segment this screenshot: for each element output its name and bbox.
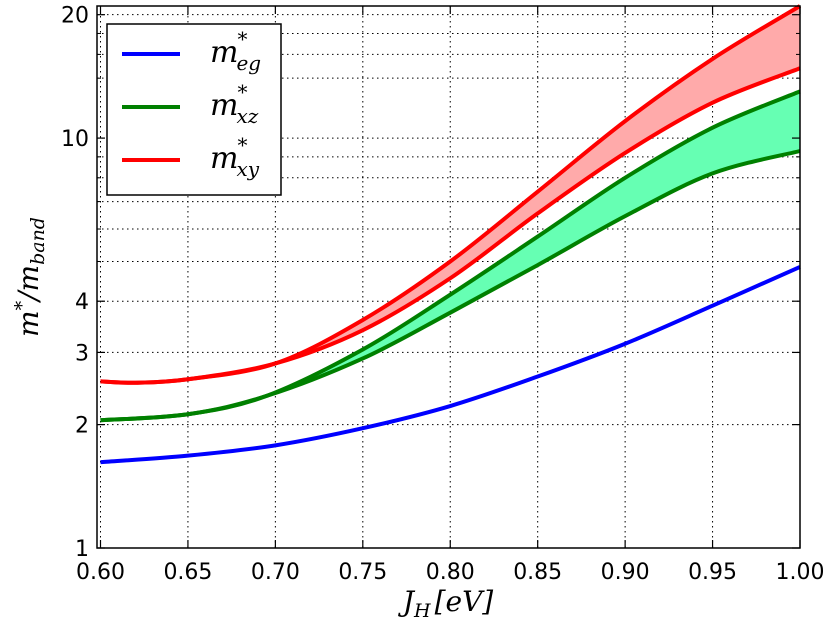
y-tick-label: 2 bbox=[75, 414, 89, 439]
legend-label-xz-sup: * bbox=[237, 80, 247, 104]
y-tick-labels: 1 2 3 4 10 20 bbox=[61, 4, 89, 562]
y-axis-label-slash: /m bbox=[12, 265, 45, 304]
legend-label-xy-sub: xy bbox=[236, 157, 259, 181]
x-tick-label: 0.75 bbox=[338, 560, 387, 585]
legend-label-xy-base: m bbox=[210, 141, 238, 176]
y-axis-label: m*/mband bbox=[11, 217, 49, 337]
legend-label-eg: m* eg bbox=[210, 27, 261, 75]
legend-label-xy-sup: * bbox=[237, 133, 247, 157]
legend-label-xy: m* xy bbox=[210, 133, 260, 181]
line-lower-xz bbox=[100, 149, 801, 423]
line-eg bbox=[100, 265, 801, 465]
x-axis-label: JH [eV] bbox=[398, 585, 494, 619]
series-lines bbox=[100, 4, 802, 465]
y-tick-label: 20 bbox=[61, 4, 89, 29]
x-tick-label: 0.95 bbox=[688, 560, 737, 585]
x-tick-label: 0.65 bbox=[163, 560, 212, 585]
x-axis-label-sub: H bbox=[413, 600, 431, 619]
legend: m* eg m* xz m* xy bbox=[106, 23, 282, 196]
plot-frame bbox=[96, 5, 801, 549]
legend-label-xz-sub: xz bbox=[236, 104, 258, 128]
x-axis-label-unit: [eV] bbox=[435, 585, 494, 618]
axis-ticks bbox=[97, 6, 801, 549]
band-fill-xz bbox=[100, 91, 800, 421]
legend-label-eg-sup: * bbox=[237, 27, 247, 51]
y-tick-label: 4 bbox=[75, 290, 89, 315]
x-tick-labels: 0.60 0.65 0.70 0.75 0.80 0.85 0.90 0.95 1.00 bbox=[76, 560, 824, 585]
legend-label-xz-base: m bbox=[210, 88, 238, 123]
y-tick-label: 3 bbox=[75, 341, 89, 366]
legend-label-eg-sub: eg bbox=[236, 51, 261, 75]
y-axis-label-main: m bbox=[12, 310, 45, 337]
x-tick-label: 1.00 bbox=[776, 560, 825, 585]
line-lower-xy bbox=[100, 66, 801, 385]
x-tick-label: 0.85 bbox=[513, 560, 562, 585]
band-fills bbox=[100, 6, 800, 421]
y-tick-label: 1 bbox=[75, 537, 89, 562]
x-tick-label: 0.80 bbox=[426, 560, 475, 585]
y-tick-label: 10 bbox=[61, 127, 89, 152]
legend-label-xz: m* xz bbox=[210, 80, 259, 128]
x-axis-label-main: J bbox=[398, 585, 416, 618]
x-tick-label: 0.90 bbox=[601, 560, 650, 585]
x-tick-label: 0.70 bbox=[251, 560, 300, 585]
legend-label-eg-base: m bbox=[210, 35, 238, 70]
x-tick-label: 0.60 bbox=[76, 560, 125, 585]
y-axis-label-sup: * bbox=[11, 300, 33, 310]
y-axis-label-sub: band bbox=[27, 217, 49, 265]
